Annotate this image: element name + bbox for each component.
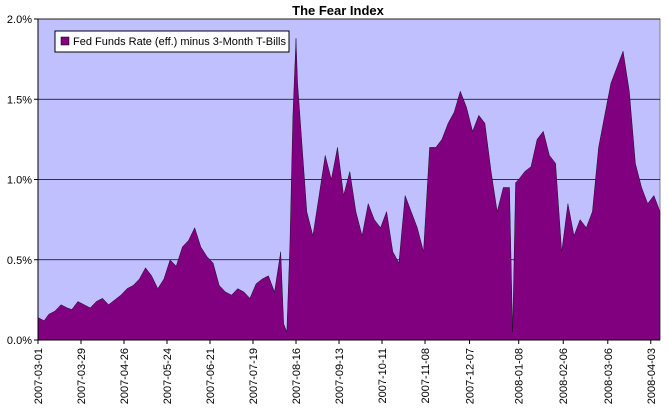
- y-tick-label: 0.5%: [7, 255, 32, 267]
- legend: Fed Funds Rate (eff.) minus 3-Month T-Bi…: [54, 30, 290, 53]
- legend-swatch: [60, 36, 70, 46]
- chart-title: The Fear Index: [292, 3, 385, 18]
- legend-box: [54, 30, 290, 53]
- x-tick-label: 2007-03-29: [76, 348, 88, 404]
- x-tick-label: 2007-03-01: [33, 348, 45, 404]
- y-tick-label: 1.0%: [7, 175, 32, 187]
- x-tick-label: 2008-03-06: [603, 348, 615, 404]
- series-area: [37, 38, 661, 341]
- y-tick-label: 0.0%: [7, 335, 32, 347]
- x-tick-label: 2007-05-24: [162, 348, 174, 404]
- y-axis: 0.0% 0.5% 1.0% 1.5% 2.0%: [7, 14, 38, 347]
- y-tick-label: 2.0%: [7, 14, 32, 26]
- x-tick-label: 2007-04-26: [119, 348, 131, 404]
- legend-label: Fed Funds Rate (eff.) minus 3-Month T-Bi…: [73, 36, 286, 48]
- x-axis: 2007-03-01 2007-03-29 2007-04-26 2007-05-24…: [33, 340, 658, 404]
- x-tick-label: 2007-07-19: [248, 348, 260, 404]
- x-tick-label: 2007-09-13: [334, 348, 346, 404]
- x-tick-label: 2007-06-21: [205, 348, 217, 404]
- x-tick-label: 2008-02-06: [558, 348, 570, 404]
- y-tick-label: 1.5%: [7, 94, 32, 106]
- x-tick-label: 2007-12-07: [465, 348, 477, 404]
- x-tick-label: 2007-11-08: [420, 348, 432, 403]
- x-tick-label: 2007-10-11: [377, 348, 389, 403]
- x-tick-label: 2008-01-08: [514, 348, 526, 404]
- x-tick-label: 2007-08-16: [291, 348, 303, 404]
- x-tick-label: 2008-04-03: [646, 348, 658, 404]
